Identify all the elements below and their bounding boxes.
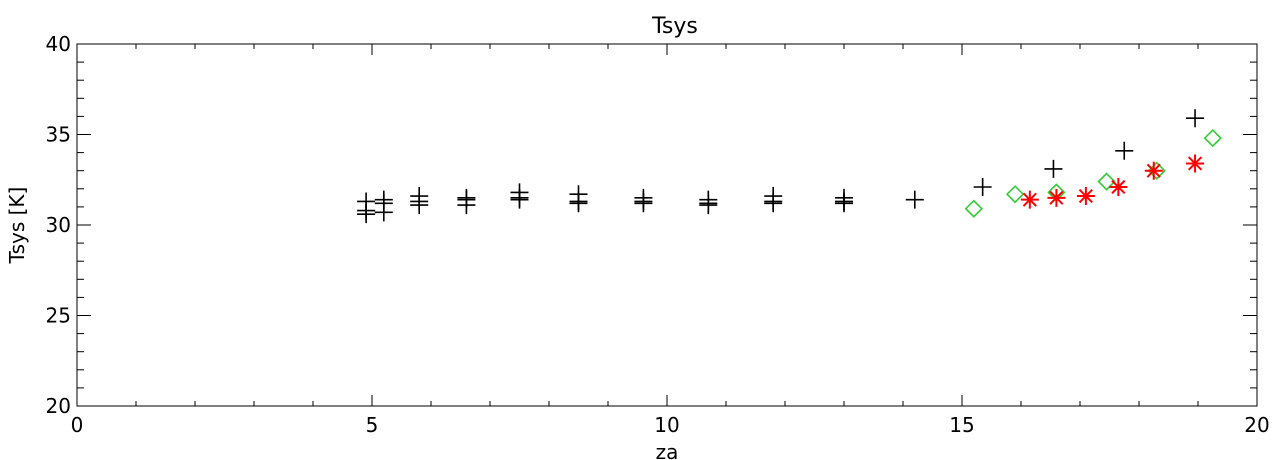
x-tick-label: 0 — [71, 413, 84, 437]
y-tick-label: 20 — [46, 394, 71, 418]
plus-point — [569, 194, 588, 213]
plus-point — [374, 203, 393, 222]
asterisk-point — [1144, 161, 1163, 180]
x-tick-label: 20 — [1244, 413, 1269, 437]
plus-point — [1115, 141, 1134, 160]
chart-title: Tsys — [651, 14, 698, 39]
plus-point — [457, 196, 476, 215]
plus-point — [1186, 109, 1205, 128]
x-tick-labels: 0 5 10 15 20 — [71, 413, 1270, 437]
asterisk-point — [1076, 187, 1095, 206]
asterisk-point — [1020, 190, 1039, 209]
plus-point — [510, 190, 529, 209]
x-tick-label: 5 — [366, 413, 379, 437]
plus-point — [835, 194, 853, 213]
diamond-point — [1097, 172, 1116, 191]
asterisk-point — [1186, 154, 1205, 173]
plus-point — [905, 190, 924, 209]
plus-point — [764, 194, 783, 213]
x-tick-label: 10 — [654, 413, 679, 437]
plus-point — [357, 205, 376, 224]
data-points — [357, 109, 1222, 224]
plus-point — [1044, 159, 1063, 178]
y-tick-label: 35 — [46, 123, 71, 147]
axis-ticks — [76, 43, 1258, 407]
plot-frame — [76, 43, 1258, 407]
y-tick-label: 30 — [46, 213, 71, 237]
plus-point — [699, 196, 718, 215]
plus-point — [634, 194, 653, 213]
diamond-point — [1203, 128, 1222, 148]
y-axis-label: Tsys [K] — [5, 187, 29, 265]
plus-point — [410, 196, 429, 215]
y-tick-label: 40 — [46, 32, 71, 56]
y-tick-label: 25 — [46, 304, 71, 328]
y-tick-labels: 20 25 30 35 40 — [46, 32, 71, 418]
plus-point — [973, 177, 992, 196]
x-tick-label: 15 — [949, 413, 974, 437]
asterisk-point — [1047, 188, 1066, 207]
asterisk-point — [1109, 177, 1128, 196]
diamond-point — [1005, 185, 1025, 204]
diamond-point — [964, 199, 983, 218]
x-axis-label: za — [656, 440, 679, 460]
